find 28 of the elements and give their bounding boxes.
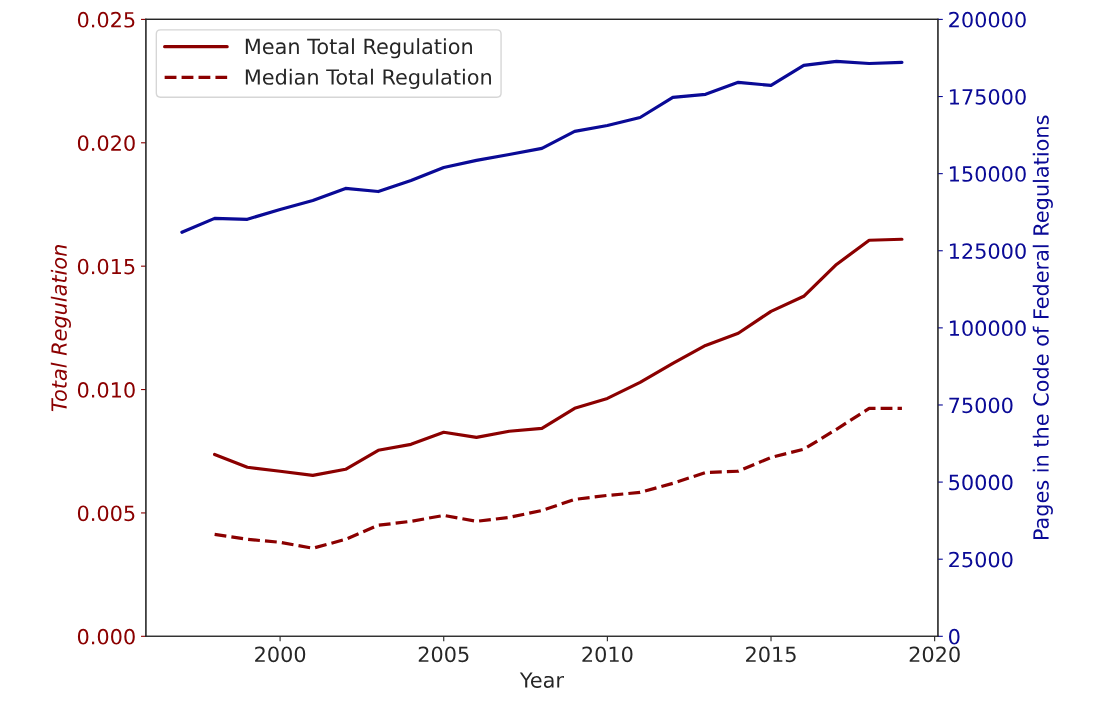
y-tick-label: 0.025 xyxy=(77,11,135,28)
line-series xyxy=(213,237,904,478)
y-tick-label: 0.015 xyxy=(77,258,135,275)
legend-label: Median Total Regulation xyxy=(245,68,491,89)
y2-tick-label: 150000 xyxy=(949,166,1026,182)
y2-axis-title: Pages in the Code of Federal Regulations xyxy=(1032,115,1053,540)
y2-tick-label: 0 xyxy=(949,628,960,645)
y2-tick-label: 125000 xyxy=(949,243,1026,259)
y2-tick-label: 50000 xyxy=(949,474,1013,491)
y-axis-title: Total Regulation xyxy=(50,245,71,412)
x-tick-label: 2015 xyxy=(746,646,796,663)
y-tick-label: 0.005 xyxy=(77,505,135,522)
y-tick-label: 0.020 xyxy=(77,135,135,151)
y2-tick-label: 25000 xyxy=(949,551,1013,568)
line-series xyxy=(180,59,904,234)
x-tick-label: 2000 xyxy=(255,646,306,663)
y2-tick-label: 100000 xyxy=(949,320,1026,337)
x-tick-label: 2010 xyxy=(582,646,633,663)
x-tick-label: 2020 xyxy=(909,646,960,663)
y-tick-label: 0.010 xyxy=(77,382,135,398)
y2-tick-label: 175000 xyxy=(949,88,1026,105)
line-series xyxy=(213,406,904,550)
y-tick-label: 0.000 xyxy=(77,628,135,645)
y2-tick-label: 75000 xyxy=(949,397,1013,414)
x-tick-label: 2005 xyxy=(418,646,469,663)
legend-label: Mean Total Regulation xyxy=(245,38,472,59)
x-axis-title: Year xyxy=(519,672,564,688)
y2-tick-label: 200000 xyxy=(949,11,1026,28)
